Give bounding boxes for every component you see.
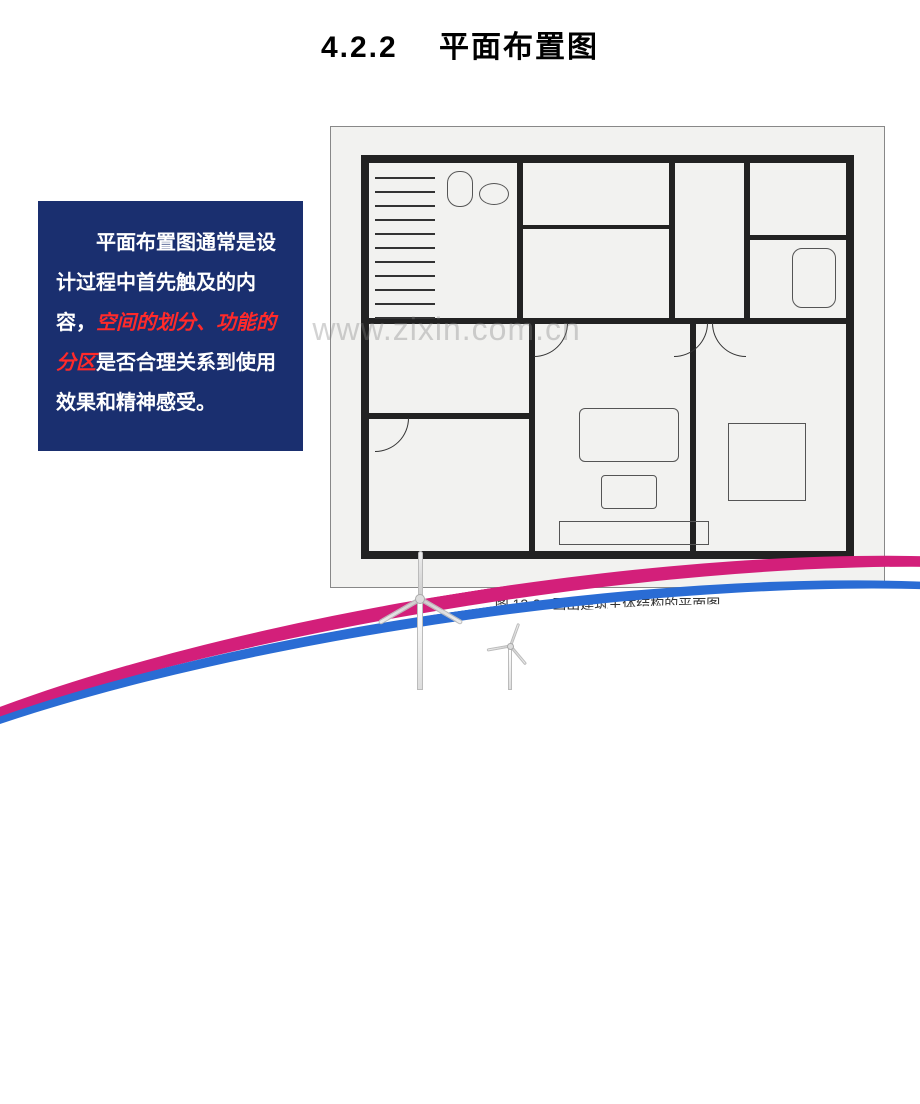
fp-wall — [517, 163, 523, 323]
door-arc — [375, 418, 409, 452]
turbine-pole — [417, 600, 423, 690]
turbine-blade — [419, 597, 463, 625]
turbine-pole — [508, 648, 512, 690]
bathtub-icon — [792, 248, 836, 308]
stairs-icon — [375, 169, 435, 319]
wind-turbine-large-icon — [360, 550, 480, 690]
highlight-1: 空间的划分 — [96, 312, 196, 334]
turbine-hub — [415, 594, 425, 604]
description-box: 平面布置图通常是设计过程中首先触及的内容，空间的划分、功能的分区是否合理关系到使… — [38, 201, 303, 451]
turbine-blade — [418, 551, 423, 599]
sofa-icon — [579, 408, 679, 462]
turbine-hub — [507, 643, 514, 650]
wind-turbine-small-icon — [480, 610, 540, 690]
fp-wall — [669, 163, 675, 323]
basin-icon — [479, 183, 509, 205]
door-arc — [712, 323, 746, 357]
sep1: 、 — [196, 312, 216, 334]
door-arc — [534, 323, 568, 357]
toilet-icon — [447, 171, 473, 207]
fp-wall — [750, 235, 846, 240]
door-arc — [674, 323, 708, 357]
fp-wall — [744, 163, 750, 323]
fp-wall — [517, 225, 675, 229]
section-number: 4.2.2 — [321, 31, 398, 64]
section-title-text: 平面布置图 — [439, 31, 599, 64]
slide-title: 4.2.2 平面布置图 — [0, 0, 920, 66]
fp-wall — [369, 318, 846, 324]
